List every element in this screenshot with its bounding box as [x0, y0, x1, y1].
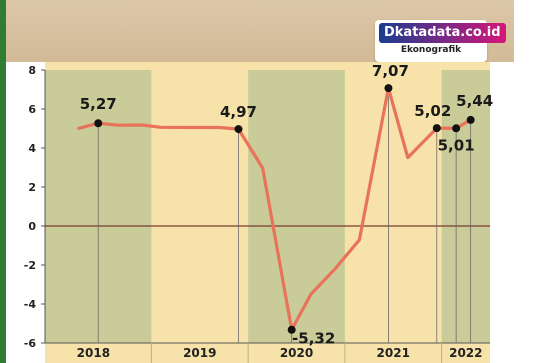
data-point-marker — [452, 124, 461, 133]
data-label: 5,44 — [456, 92, 493, 110]
x-year-label: 2021 — [377, 346, 410, 360]
year-band — [248, 70, 345, 343]
x-axis-strip — [45, 343, 490, 363]
year-band — [344, 70, 442, 343]
x-year-label: 2019 — [183, 346, 216, 360]
data-label: 7,07 — [372, 62, 409, 80]
y-tick-label: 8 — [28, 64, 36, 77]
data-label: 5,02 — [414, 102, 451, 120]
y-tick-label: -4 — [24, 298, 37, 311]
katadata-logo: Dkatadata.co.id Ekonografik — [375, 20, 506, 62]
y-tick-label: 2 — [28, 181, 36, 194]
x-year-label: 2018 — [77, 346, 110, 360]
x-year-label: 2020 — [280, 346, 313, 360]
right-margin — [514, 0, 555, 363]
left-accent-strip — [0, 0, 6, 363]
year-band — [441, 70, 490, 343]
x-year-label: 2022 — [449, 346, 482, 360]
logo-subtitle: Ekonografik — [400, 45, 462, 55]
y-tick-label: -6 — [24, 337, 37, 350]
logo-wordmark: Dkatadata.co.id — [379, 23, 506, 43]
data-label: 5,27 — [80, 95, 117, 113]
data-label: 4,97 — [220, 103, 257, 121]
data-point-marker — [432, 124, 441, 133]
y-tick-label: 4 — [28, 142, 36, 155]
series-line — [77, 86, 473, 332]
data-point-marker — [384, 84, 393, 93]
data-point-marker — [466, 115, 475, 124]
y-tick-label: 6 — [28, 103, 36, 116]
data-point-marker — [94, 119, 103, 128]
data-label: 5,01 — [438, 136, 475, 154]
data-label: -5,32 — [292, 330, 335, 348]
year-band — [151, 70, 249, 343]
data-point-marker — [234, 125, 243, 134]
y-tick-label: -2 — [24, 259, 36, 272]
data-point-marker — [287, 325, 296, 334]
y-tick-label: 0 — [28, 220, 36, 233]
